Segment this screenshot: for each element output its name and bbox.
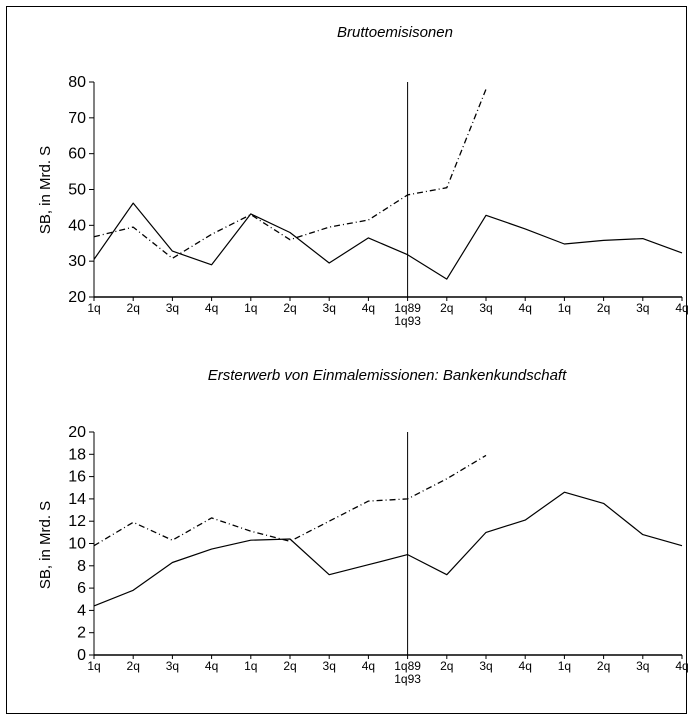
y-tick-label: 8	[77, 558, 86, 575]
series-line-dashed	[93, 454, 487, 547]
x-tick-label: 1q	[244, 301, 257, 315]
y-tick-label: 60	[68, 146, 86, 163]
series-line-solid	[93, 202, 683, 280]
chart-bruttoemissionen: Bruttoemisisonen SB, in Mrd. S 20 30 40 50 6…	[37, 24, 689, 328]
x-tick-label: 3q	[166, 301, 179, 315]
x-tick-label: 1q89	[394, 301, 421, 315]
y-tick-label: 40	[68, 217, 86, 234]
x-tick-label: 3q	[479, 301, 492, 315]
x-tick-label: 4q	[205, 301, 218, 315]
x-tick-label: 2q	[597, 659, 610, 673]
y-tick-label: 16	[68, 469, 86, 486]
y-tick-label: 4	[77, 602, 86, 619]
x-tick-label: 1q	[558, 301, 571, 315]
y-tick-label: 10	[68, 536, 86, 553]
x-tick-label: 4q	[675, 659, 688, 673]
x-tick-label: 2q	[283, 301, 296, 315]
x-tick-label: 3q	[323, 301, 336, 315]
chart-ersterwerb: Ersterwerb von Einmalemissionen: Bankenk…	[37, 367, 689, 686]
x-tick-label: 1q89	[394, 659, 421, 673]
x-tick-label: 1q	[244, 659, 257, 673]
y-tick-label: 6	[77, 580, 86, 597]
x-tick-label: 1q	[87, 301, 100, 315]
chart-title: Bruttoemisisonen	[337, 24, 453, 41]
x-tick-label: 3q	[479, 659, 492, 673]
y-axis-label: SB, in Mrd. S	[37, 501, 54, 589]
x-tick-label: 2q	[597, 301, 610, 315]
x-tick-label: 4q	[362, 301, 375, 315]
figure-frame	[6, 6, 687, 714]
x-tick-label: 4q	[519, 659, 532, 673]
y-axis-label: SB, in Mrd. S	[37, 146, 54, 234]
series-line-dashed	[93, 88, 487, 259]
y-tick-label: 20	[68, 424, 86, 441]
x-tick-label: 1q	[558, 659, 571, 673]
x-tick-label: 1q	[87, 659, 100, 673]
y-tick-label: 80	[68, 74, 86, 91]
x-tick-label: 4q	[675, 301, 688, 315]
chart-title: Ersterwerb von Einmalemissionen: Bankenk…	[208, 367, 567, 384]
x-tick-label: 4q	[205, 659, 218, 673]
y-tick-label: 30	[68, 253, 86, 270]
y-tick-label: 14	[68, 491, 86, 508]
series-line-solid	[93, 491, 683, 607]
x-tick-label: 4q	[362, 659, 375, 673]
x-tick-label: 2q	[440, 659, 453, 673]
y-tick-label: 70	[68, 110, 86, 127]
y-tick-label: 0	[77, 647, 86, 664]
x-tick-label: 3q	[166, 659, 179, 673]
x-tick-label: 2q	[127, 301, 140, 315]
x-tick-label: 3q	[323, 659, 336, 673]
x-tick-label: 3q	[636, 659, 649, 673]
y-tick-label: 12	[68, 513, 86, 530]
y-tick-label: 2	[77, 625, 86, 642]
divider-label: 1q93	[394, 672, 421, 686]
y-tick-label: 18	[68, 446, 86, 463]
x-tick-label: 2q	[440, 301, 453, 315]
x-tick-label: 2q	[283, 659, 296, 673]
y-tick-label: 50	[68, 182, 86, 199]
x-tick-label: 3q	[636, 301, 649, 315]
x-tick-label: 2q	[127, 659, 140, 673]
x-tick-label: 4q	[519, 301, 532, 315]
y-tick-label: 20	[68, 289, 86, 306]
divider-label: 1q93	[394, 314, 421, 328]
